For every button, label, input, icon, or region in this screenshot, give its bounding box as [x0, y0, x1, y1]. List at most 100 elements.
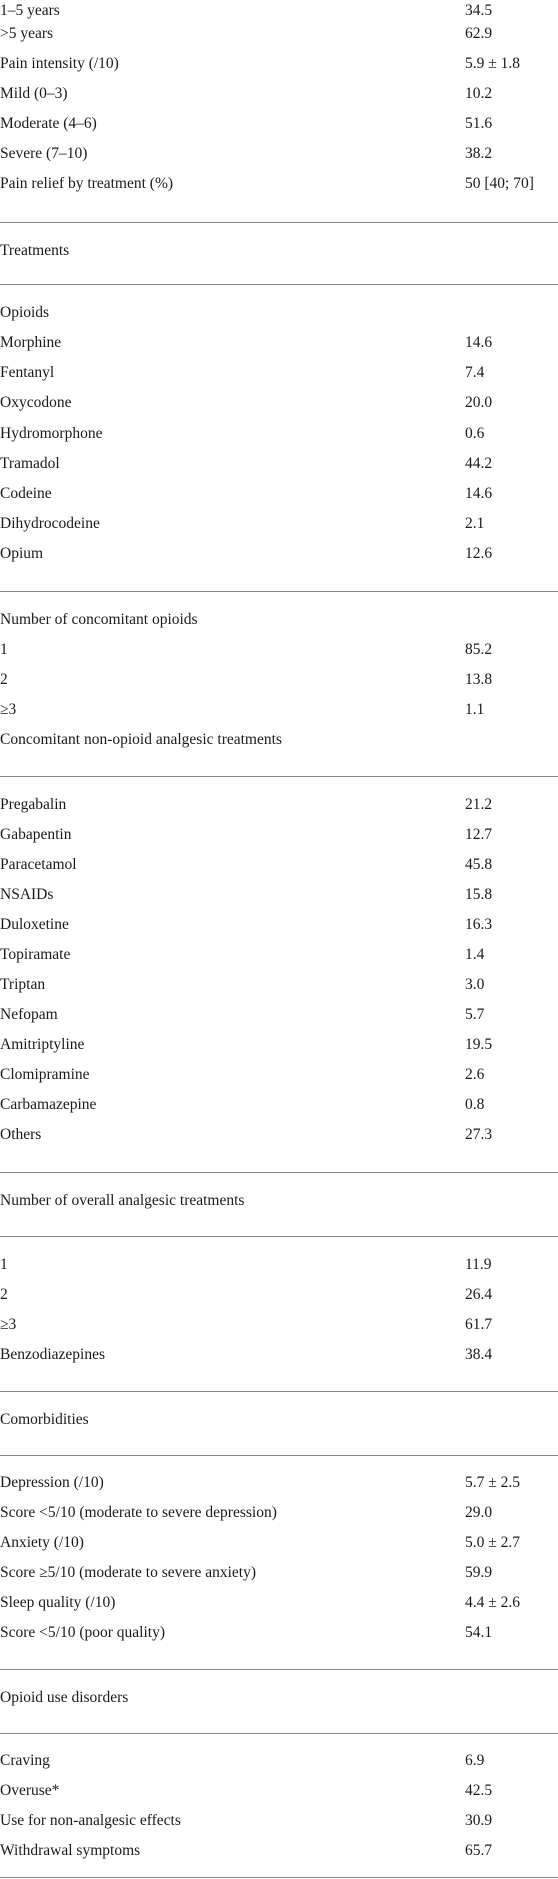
row-label: Triptan: [0, 976, 46, 993]
row-label: Others: [0, 1126, 42, 1143]
table-row: Pain relief by treatment (%) 50 [40; 70]: [0, 171, 558, 197]
row-label: Duloxetine: [0, 916, 69, 933]
table-row: Pain intensity (/10) 5.9 ± 1.8: [0, 51, 558, 77]
row-value: 62.9: [465, 25, 493, 42]
section-heading: Opioid use disorders: [0, 1685, 558, 1711]
row-value: 54.1: [465, 1624, 493, 1641]
row-label: Pain intensity (/10): [0, 55, 119, 72]
table-row: Codeine 14.6: [0, 481, 558, 507]
row-label: Hydromorphone: [0, 425, 103, 442]
row-value: 59.9: [465, 1564, 493, 1581]
row-value: 38.2: [465, 145, 493, 162]
table-row: Sleep quality (/10) 4.4 ± 2.6: [0, 1590, 558, 1616]
table-row: Nefopam 5.7: [0, 1002, 558, 1028]
row-value: 15.8: [465, 886, 493, 903]
row-value: 5.9 ± 1.8: [465, 55, 521, 72]
table-row: 1–5 years 34.5: [0, 0, 558, 24]
row-value: 19.5: [465, 1036, 493, 1053]
table-row: Duloxetine 16.3: [0, 912, 558, 938]
row-label: Score ≥5/10 (moderate to severe anxiety): [0, 1564, 256, 1581]
table-row: Oxycodone 20.0: [0, 390, 558, 416]
divider: [0, 776, 558, 777]
section-label: Number of overall analgesic treatments: [0, 1192, 245, 1209]
divider: [0, 1236, 558, 1237]
section-heading: Comorbidities: [0, 1407, 558, 1433]
row-value: 27.3: [465, 1126, 493, 1143]
row-label: Paracetamol: [0, 856, 77, 873]
table-row: Depression (/10) 5.7 ± 2.5: [0, 1470, 558, 1496]
table-row: Paracetamol 45.8: [0, 852, 558, 878]
row-label: Topiramate: [0, 946, 71, 963]
row-label: Anxiety (/10): [0, 1534, 84, 1551]
row-label: Nefopam: [0, 1006, 58, 1023]
section-label: Opioids: [0, 304, 50, 321]
table-row: Hydromorphone 0.6: [0, 421, 558, 447]
row-label: Codeine: [0, 485, 52, 502]
row-value: 20.0: [465, 394, 493, 411]
row-value: 5.0 ± 2.7: [465, 1534, 521, 1551]
section-label: Number of concomitant opioids: [0, 611, 198, 628]
row-value: 7.4: [465, 364, 485, 381]
row-label: 2: [0, 671, 8, 688]
row-label: NSAIDs: [0, 886, 54, 903]
row-label: Tramadol: [0, 455, 60, 472]
row-label: Oxycodone: [0, 394, 72, 411]
section-heading: Treatments: [0, 238, 558, 264]
divider: [0, 284, 558, 285]
row-label: Moderate (4–6): [0, 115, 97, 132]
table-row: Overuse* 42.5: [0, 1778, 558, 1804]
row-value: 42.5: [465, 1782, 493, 1799]
row-label: Withdrawal symptoms: [0, 1842, 141, 1859]
row-label: Depression (/10): [0, 1474, 104, 1491]
row-value: 6.9: [465, 1752, 485, 1769]
row-value: 21.2: [465, 796, 493, 813]
row-label: Severe (7–10): [0, 145, 88, 162]
table-row: Amitriptyline 19.5: [0, 1032, 558, 1058]
divider: [0, 1669, 558, 1670]
row-label: Overuse*: [0, 1782, 60, 1799]
divider: [0, 1172, 558, 1173]
row-value: 12.7: [465, 826, 493, 843]
row-label: Use for non-analgesic effects: [0, 1812, 181, 1829]
table-row: Gabapentin 12.7: [0, 822, 558, 848]
table-row: Craving 6.9: [0, 1748, 558, 1774]
table-row: Pregabalin 21.2: [0, 792, 558, 818]
row-value: 14.6: [465, 485, 493, 502]
row-value: 34.5: [465, 2, 493, 19]
row-value: 5.7: [465, 1006, 485, 1023]
row-label: Pregabalin: [0, 796, 67, 813]
table-row: 1 85.2: [0, 637, 558, 663]
row-value: 38.4: [465, 1346, 493, 1363]
row-value: 3.0: [465, 976, 485, 993]
row-value: 65.7: [465, 1842, 493, 1859]
table-row: Withdrawal symptoms 65.7: [0, 1838, 558, 1864]
row-label: Benzodiazepines: [0, 1346, 106, 1363]
row-value: 50 [40; 70]: [465, 175, 534, 192]
row-label: Mild (0–3): [0, 85, 68, 102]
divider: [0, 1877, 558, 1878]
row-value: 4.4 ± 2.6: [465, 1594, 521, 1611]
section-label: Comorbidities: [0, 1411, 89, 1428]
table-row: Score ≥5/10 (moderate to severe anxiety)…: [0, 1560, 558, 1586]
table-row: Tramadol 44.2: [0, 451, 558, 477]
row-label: Craving: [0, 1752, 50, 1769]
row-value: 30.9: [465, 1812, 493, 1829]
table-row: Use for non-analgesic effects 30.9: [0, 1808, 558, 1834]
table-row: Morphine 14.6: [0, 330, 558, 356]
row-value: 1.4: [465, 946, 485, 963]
table-row: Carbamazepine 0.8: [0, 1092, 558, 1118]
row-label: Opium: [0, 545, 44, 562]
table-row: Mild (0–3) 10.2: [0, 81, 558, 107]
row-value: 12.6: [465, 545, 493, 562]
row-value: 44.2: [465, 455, 493, 472]
table-row: Others 27.3: [0, 1122, 558, 1148]
row-label: 1: [0, 1256, 8, 1273]
table-row: Moderate (4–6) 51.6: [0, 111, 558, 137]
row-value: 5.7 ± 2.5: [465, 1474, 521, 1491]
row-value: 11.9: [465, 1256, 492, 1273]
row-value: 51.6: [465, 115, 493, 132]
table-row: 2 13.8: [0, 667, 558, 693]
section-heading: Opioids: [0, 300, 558, 326]
row-value: 16.3: [465, 916, 493, 933]
